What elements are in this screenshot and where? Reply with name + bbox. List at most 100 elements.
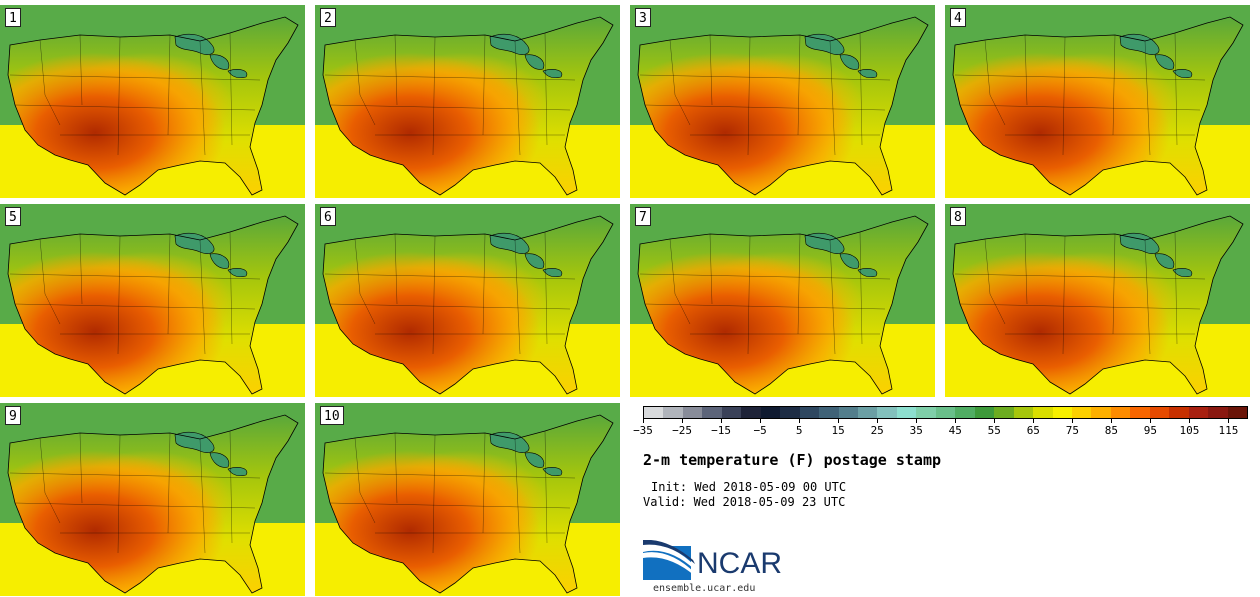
colorbar-tick-label: −25 xyxy=(672,424,692,437)
ensemble-member-panel: 8 xyxy=(945,204,1250,397)
colorbar-swatch xyxy=(916,407,936,418)
ensemble-member-panel: 1 xyxy=(0,5,305,198)
ensemble-member-panel: 2 xyxy=(315,5,620,198)
colorbar-swatch xyxy=(974,407,995,418)
colorbar-swatch xyxy=(1227,407,1248,418)
init-time: Init: Wed 2018-05-09 00 UTC xyxy=(651,480,847,494)
colorbar-tick-label: −35 xyxy=(633,424,653,437)
colorbar-tick-mark xyxy=(760,419,762,423)
member-number-label: 2 xyxy=(320,8,336,27)
colorbar-swatch xyxy=(799,407,820,418)
ensemble-member-panel: 4 xyxy=(945,5,1250,198)
colorbar-tick-label: 95 xyxy=(1143,424,1158,437)
temperature-map xyxy=(0,403,305,596)
colorbar-tick-label: 55 xyxy=(987,424,1001,437)
colorbar-swatch xyxy=(663,407,683,418)
colorbar-swatch xyxy=(994,407,1014,418)
colorbar-tick-label: 45 xyxy=(948,424,962,437)
site-url: ensemble.ucar.edu xyxy=(653,583,756,594)
temperature-map xyxy=(315,204,620,397)
colorbar-swatch xyxy=(935,407,956,418)
colorbar-tick-label: 15 xyxy=(831,424,845,437)
colorbar-swatch xyxy=(1091,407,1111,418)
temperature-map xyxy=(945,204,1250,397)
colorbar-swatch xyxy=(838,407,858,418)
colorbar-swatch xyxy=(644,407,664,418)
member-number-label: 4 xyxy=(950,8,966,27)
temperature-map xyxy=(0,5,305,198)
colorbar-swatch xyxy=(1188,407,1209,418)
colorbar-tick-mark xyxy=(877,419,879,423)
colorbar-tick-mark xyxy=(1033,419,1035,423)
temperature-map xyxy=(315,403,620,596)
colorbar-swatch xyxy=(1169,407,1189,418)
colorbar-swatch xyxy=(857,407,878,418)
ensemble-member-panel: 10 xyxy=(315,403,620,596)
colorbar-swatch xyxy=(1208,407,1228,418)
colorbar-tick-mark xyxy=(643,419,644,423)
ensemble-member-panel: 3 xyxy=(630,5,935,198)
colorbar-tick-mark xyxy=(1189,419,1191,423)
colorbar-tick-label: 65 xyxy=(1026,424,1040,437)
colorbar-swatch xyxy=(1149,407,1170,418)
colorbar-tick-mark xyxy=(682,419,684,423)
ncar-swoosh-icon xyxy=(643,540,695,580)
colorbar-tick-label: 105 xyxy=(1179,424,1200,437)
colorbar-tick-mark xyxy=(1150,419,1152,423)
member-number-label: 10 xyxy=(320,406,344,425)
temperature-map xyxy=(315,5,620,198)
colorbar-swatch xyxy=(780,407,800,418)
temperature-map xyxy=(0,204,305,397)
colorbar-swatch xyxy=(1052,407,1072,418)
temperature-map xyxy=(630,5,935,198)
colorbar-tick-mark xyxy=(916,419,918,423)
colorbar-tick-label: −15 xyxy=(711,424,731,437)
colorbar-tick-mark xyxy=(838,419,840,423)
temperature-colorbar xyxy=(643,406,1248,419)
ensemble-member-panel: 6 xyxy=(315,204,620,397)
colorbar-swatch xyxy=(877,407,897,418)
ensemble-member-panel: 5 xyxy=(0,204,305,397)
colorbar-tick-mark xyxy=(721,419,723,423)
member-number-label: 7 xyxy=(635,207,651,226)
member-number-label: 8 xyxy=(950,207,966,226)
colorbar-swatch xyxy=(682,407,703,418)
colorbar-swatch xyxy=(702,407,722,418)
colorbar-tick-mark xyxy=(955,419,957,423)
colorbar-swatch xyxy=(721,407,742,418)
ensemble-member-panel: 9 xyxy=(0,403,305,596)
colorbar-tick-mark xyxy=(1228,419,1230,423)
colorbar-tick-mark xyxy=(1111,419,1113,423)
member-number-label: 9 xyxy=(5,406,21,425)
colorbar-tick-label: 5 xyxy=(795,424,803,437)
colorbar-swatch xyxy=(760,407,781,418)
colorbar-tick-label: −5 xyxy=(753,424,767,437)
colorbar-swatch xyxy=(1013,407,1034,418)
colorbar-tick-label: 85 xyxy=(1104,424,1118,437)
member-number-label: 6 xyxy=(320,207,336,226)
colorbar-swatch xyxy=(741,407,761,418)
colorbar-swatch xyxy=(1110,407,1131,418)
valid-time: Valid: Wed 2018-05-09 23 UTC xyxy=(643,495,846,509)
colorbar-swatch xyxy=(819,407,839,418)
temperature-map xyxy=(945,5,1250,198)
colorbar-tick-label: 115 xyxy=(1218,424,1239,437)
colorbar-tick-label: 75 xyxy=(1065,424,1079,437)
colorbar-swatch xyxy=(1130,407,1150,418)
member-number-label: 5 xyxy=(5,207,21,226)
colorbar-tick-mark xyxy=(799,419,801,423)
member-number-label: 1 xyxy=(5,8,21,27)
colorbar-tick-label: 35 xyxy=(909,424,923,437)
ensemble-member-panel: 7 xyxy=(630,204,935,397)
colorbar-swatch xyxy=(1033,407,1053,418)
ncar-logo: NCAR xyxy=(643,540,793,584)
colorbar-tick-mark xyxy=(1072,419,1074,423)
plot-title: 2-m temperature (F) postage stamp xyxy=(643,451,942,469)
colorbar-tick-mark xyxy=(994,419,996,423)
colorbar-swatch xyxy=(955,407,975,418)
member-number-label: 3 xyxy=(635,8,651,27)
ncar-wordmark: NCAR xyxy=(697,547,783,580)
colorbar-swatch xyxy=(896,407,917,418)
colorbar-tick-label: 25 xyxy=(870,424,884,437)
colorbar-swatch xyxy=(1071,407,1092,418)
